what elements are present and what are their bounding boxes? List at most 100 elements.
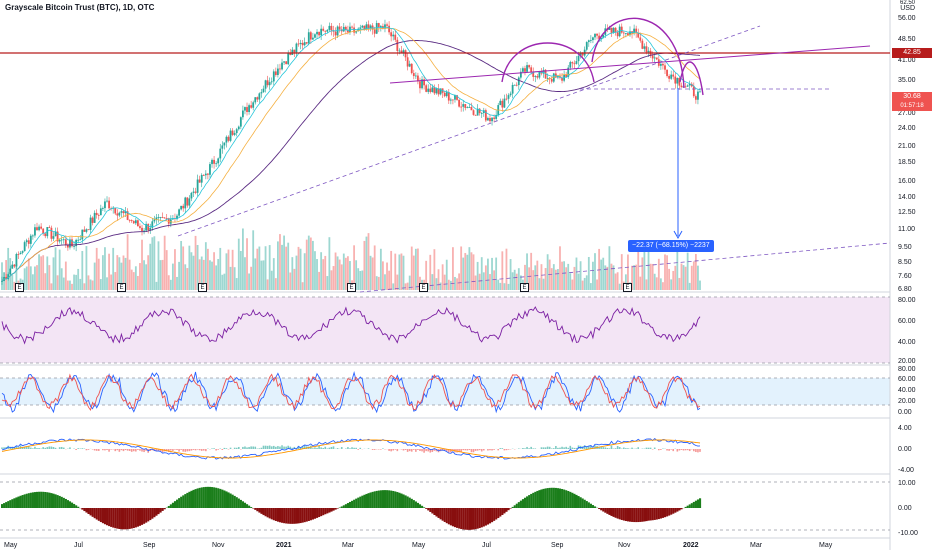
- candle-body: [478, 108, 481, 114]
- support-trendline[interactable]: [177, 25, 761, 237]
- macd-hist-bar: [291, 447, 294, 449]
- osc-bar: [97, 508, 100, 521]
- volume-bar: [48, 265, 51, 290]
- osc-bar: [563, 489, 566, 508]
- macd-hist-bar: [678, 449, 681, 451]
- macd-hist-bar: [458, 449, 460, 453]
- osc-bar: [686, 505, 689, 508]
- macd-hist-bar: [13, 447, 16, 449]
- rsi-line: [1, 306, 701, 345]
- volume-bar: [484, 265, 487, 290]
- earnings-marker[interactable]: E: [623, 283, 632, 292]
- osc-bar: [206, 486, 209, 508]
- candle-body: [367, 24, 370, 29]
- osc-bar: [462, 508, 465, 530]
- macd-hist-bar: [27, 445, 30, 449]
- volume-bar: [270, 270, 273, 290]
- osc-bar: [233, 495, 236, 508]
- macd-hist-bar: [480, 449, 483, 452]
- volume-bar: [25, 266, 28, 290]
- volume-bar: [567, 263, 570, 290]
- volume-bar: [295, 255, 298, 290]
- macd-hist-bar: [699, 449, 701, 452]
- volume-bar: [151, 237, 154, 290]
- candle-body: [662, 63, 664, 66]
- price-tick: 21.00: [898, 143, 916, 150]
- volume-bar: [46, 256, 49, 290]
- volume-bar: [657, 258, 660, 290]
- osc-bar: [530, 493, 533, 508]
- earnings-marker[interactable]: E: [347, 283, 356, 292]
- macd-hist-bar: [590, 445, 592, 449]
- measure-label[interactable]: −22.37 (−68.15%) −2237: [628, 240, 714, 252]
- osc-bar: [699, 498, 702, 508]
- volume-bar: [27, 258, 30, 290]
- osc-bar: [112, 508, 115, 528]
- volume-bar: [386, 262, 388, 290]
- macd-hist-bar: [190, 449, 193, 451]
- macd-hist-bar: [491, 449, 493, 451]
- osc-bar: [101, 508, 104, 524]
- volume-bar: [157, 241, 160, 290]
- osc-bar: [523, 497, 527, 508]
- time-tick: May: [4, 542, 18, 549]
- candle-body: [680, 85, 683, 88]
- volume-bar: [217, 259, 220, 290]
- macd-hist-bar: [322, 447, 325, 449]
- earnings-marker[interactable]: E: [520, 283, 529, 292]
- osc-bar: [58, 495, 61, 508]
- candle-body: [443, 92, 446, 97]
- osc-bar: [361, 495, 364, 508]
- candle-body: [1, 281, 3, 282]
- osc-bar: [266, 508, 269, 518]
- candle-body: [264, 80, 267, 89]
- macd-hist-bar: [320, 447, 322, 449]
- candle-body: [196, 179, 199, 193]
- volume-bar: [487, 258, 489, 290]
- volume-bar: [79, 278, 82, 290]
- right-shoulder-arc[interactable]: [679, 61, 704, 96]
- price-axis[interactable]: 56.00 48.50 41.00 35.00 27.00 24.00 21.0…: [898, 15, 918, 537]
- volume-bar: [682, 265, 685, 290]
- osc-bar: [159, 508, 162, 513]
- candle-body: [44, 233, 47, 237]
- volume-bar: [211, 261, 213, 290]
- earnings-marker[interactable]: E: [15, 283, 24, 292]
- neckline[interactable]: [389, 45, 871, 84]
- volume-bar: [425, 260, 428, 290]
- macd-hist-bar: [330, 446, 333, 449]
- time-axis[interactable]: May Jul Sep Nov 2021 Mar May Jul Sep Nov…: [4, 542, 833, 549]
- candle-body: [217, 158, 220, 164]
- earnings-marker[interactable]: E: [198, 283, 207, 292]
- osc-bar: [71, 502, 74, 508]
- candle-body: [254, 97, 257, 103]
- candle-body: [425, 85, 428, 92]
- osc-bar: [320, 508, 323, 517]
- volume-bar: [279, 234, 281, 290]
- earnings-marker[interactable]: E: [117, 283, 126, 292]
- osc-bar: [569, 491, 572, 508]
- volume-bar: [349, 261, 351, 290]
- macd-hist-bar: [180, 449, 182, 450]
- volume-bar: [330, 270, 333, 290]
- lower-dashed-trendline[interactable]: [359, 242, 891, 293]
- volume-bar: [194, 235, 197, 290]
- osc-bar: [515, 503, 518, 508]
- macd-hist-bar: [58, 447, 61, 449]
- candle-body: [25, 240, 28, 243]
- macd-hist-bar: [410, 449, 413, 452]
- head-arc[interactable]: [591, 17, 685, 89]
- earnings-marker[interactable]: E: [419, 283, 428, 292]
- macd-hist-bar: [340, 447, 343, 449]
- volume-bar: [544, 268, 547, 290]
- osc-bar: [521, 499, 525, 508]
- candle-body: [608, 27, 611, 30]
- volume-bar: [264, 246, 267, 290]
- macd-hist-bar: [530, 446, 532, 449]
- volume-bar: [482, 272, 485, 290]
- left-shoulder-arc[interactable]: [501, 42, 595, 83]
- candle-body: [75, 239, 78, 247]
- macd-hist-bar: [550, 448, 553, 449]
- osc-bar: [696, 499, 700, 508]
